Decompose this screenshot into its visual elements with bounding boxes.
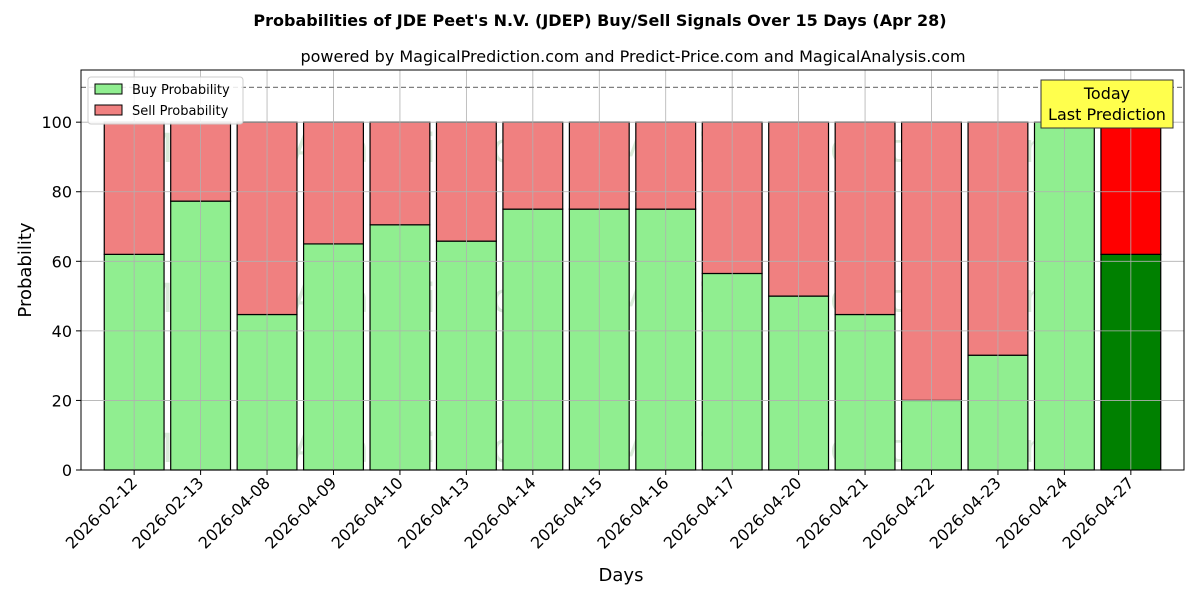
legend-box [87, 76, 244, 125]
annotation-text: Last Prediction [1048, 105, 1166, 124]
x-axis-label: Days [599, 565, 644, 586]
x-tick-label: 2026-04-27 [1058, 473, 1137, 552]
legend-swatch [94, 104, 123, 116]
legend-label: Sell Probability [132, 104, 229, 119]
legend-swatch [94, 83, 123, 95]
annotation-box [1040, 79, 1174, 129]
plot-area: MagicalAnalysis.comMagicalPrediction.com… [41, 69, 1185, 553]
chart-subtitle: powered by MagicalPrediction.com and Pre… [300, 47, 965, 66]
y-tick-label: 20 [52, 391, 72, 410]
legend-label: Buy Probability [132, 83, 230, 98]
y-tick-label: 0 [62, 461, 72, 480]
chart-title: Probabilities of JDE Peet's N.V. (JDEP) … [253, 11, 946, 30]
y-axis-label: Probability [15, 222, 36, 317]
y-tick-label: 80 [52, 183, 72, 202]
y-tick-label: 100 [41, 113, 72, 132]
plot-frame [80, 69, 1185, 471]
y-tick-label: 40 [52, 322, 72, 341]
y-tick-label: 60 [52, 252, 72, 271]
annotation-text: Today [1083, 84, 1130, 103]
